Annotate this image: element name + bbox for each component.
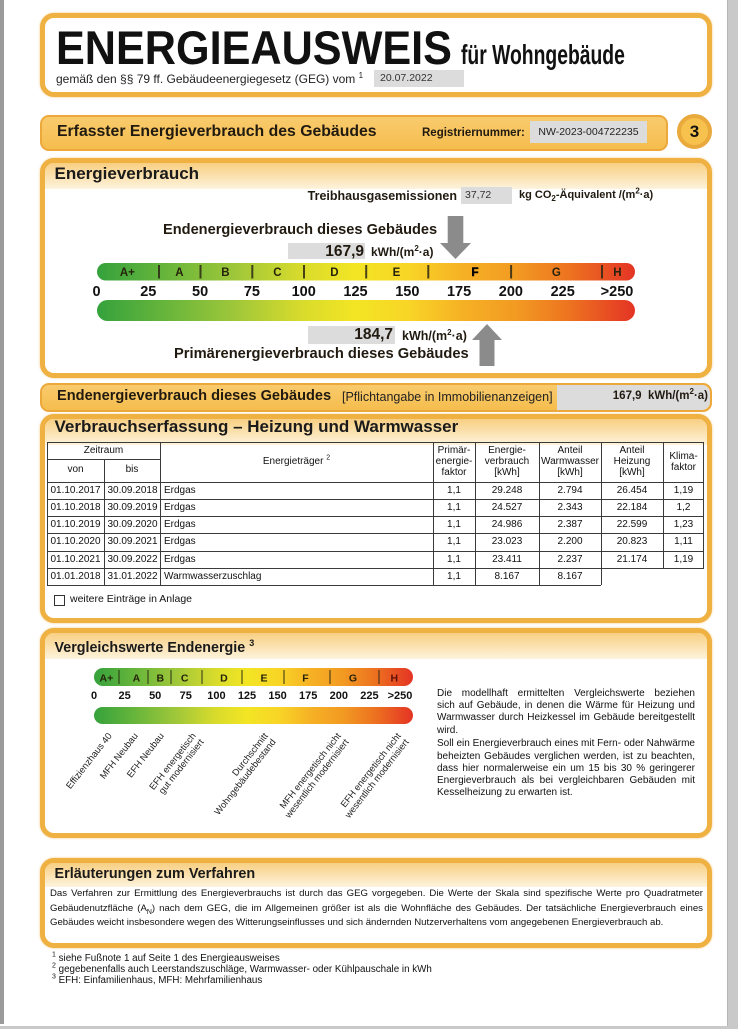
svg-text:H: H bbox=[391, 673, 399, 685]
svg-text:C: C bbox=[181, 673, 189, 685]
svg-text:A: A bbox=[175, 267, 183, 279]
svg-text:F: F bbox=[302, 673, 309, 685]
svg-text:H: H bbox=[613, 267, 621, 279]
svg-text:B: B bbox=[221, 267, 229, 279]
svg-text:G: G bbox=[349, 673, 357, 685]
svg-text:C: C bbox=[273, 267, 281, 279]
svg-text:D: D bbox=[220, 673, 228, 685]
svg-text:B: B bbox=[157, 673, 165, 685]
svg-text:G: G bbox=[552, 267, 561, 279]
svg-text:A+: A+ bbox=[100, 673, 114, 685]
svg-text:A: A bbox=[133, 673, 141, 685]
svg-text:A+: A+ bbox=[120, 267, 135, 279]
svg-text:D: D bbox=[330, 267, 338, 279]
svg-text:E: E bbox=[260, 673, 267, 685]
svg-text:F: F bbox=[471, 267, 478, 279]
svg-text:E: E bbox=[393, 267, 401, 279]
